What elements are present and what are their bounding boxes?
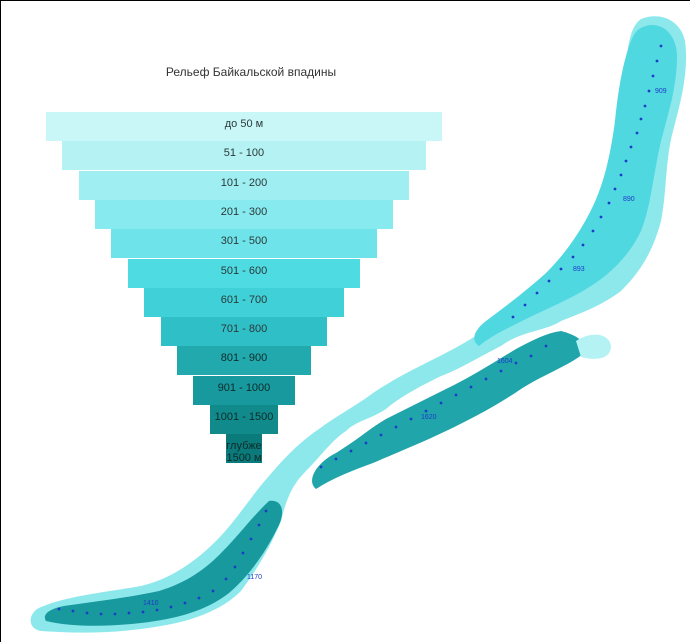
- depth-survey-dots: [57, 44, 663, 616]
- depth-survey-dot: [127, 611, 131, 615]
- depth-survey-dot: [591, 229, 595, 233]
- depth-survey-dot: [57, 607, 61, 611]
- lake-shallow-zone: [30, 16, 687, 633]
- depth-survey-dot: [523, 303, 527, 307]
- depth-label: 1170: [247, 574, 262, 581]
- depth-survey-dot: [264, 509, 268, 513]
- depth-survey-dot: [99, 612, 103, 616]
- depth-survey-dot: [113, 612, 117, 616]
- depth-survey-dot: [454, 393, 458, 397]
- depth-survey-dot: [643, 104, 647, 108]
- depth-survey-dot: [394, 425, 398, 429]
- depth-label: 890: [623, 196, 635, 203]
- depth-survey-dot: [629, 145, 633, 149]
- depth-survey-dot: [647, 89, 651, 93]
- lake-north-basin: [474, 25, 677, 347]
- depth-survey-dot: [651, 74, 655, 78]
- depth-survey-dot: [155, 608, 159, 612]
- depth-survey-dot: [607, 201, 611, 205]
- depth-survey-dot: [141, 610, 145, 614]
- depth-survey-dot: [257, 523, 261, 527]
- depth-survey-dot: [529, 354, 533, 358]
- depth-survey-dot: [559, 267, 563, 271]
- depth-survey-dot: [514, 361, 518, 365]
- depth-labels: 909 890 893 1604 1620 1170 1410: [143, 88, 667, 607]
- depth-survey-dot: [544, 344, 548, 348]
- depth-survey-dot: [547, 279, 551, 283]
- lake-central-basin: [312, 331, 585, 489]
- depth-survey-dot: [249, 537, 253, 541]
- depth-survey-dot: [571, 255, 575, 259]
- depth-survey-dot: [224, 577, 228, 581]
- depth-label: 1604: [497, 358, 513, 365]
- depth-survey-dot: [409, 417, 413, 421]
- depth-survey-dot: [71, 609, 75, 613]
- depth-label: 893: [573, 266, 585, 273]
- depth-survey-dot: [624, 159, 628, 163]
- island: [576, 334, 611, 359]
- depth-survey-dot: [581, 243, 585, 247]
- depth-survey-dot: [511, 315, 515, 319]
- depth-survey-dot: [619, 173, 623, 177]
- depth-label: 909: [655, 88, 667, 95]
- depth-survey-dot: [183, 601, 187, 605]
- depth-survey-dot: [659, 44, 663, 48]
- depth-survey-dot: [233, 565, 237, 569]
- depth-survey-dot: [241, 551, 245, 555]
- depth-survey-dot: [535, 291, 539, 295]
- depth-survey-dot: [655, 59, 659, 63]
- depth-survey-dot: [635, 131, 639, 135]
- depth-survey-dot: [85, 611, 89, 615]
- depth-survey-dot: [211, 589, 215, 593]
- depth-survey-dot: [469, 385, 473, 389]
- depth-survey-dot: [599, 215, 603, 219]
- depth-label: 1620: [421, 414, 437, 421]
- depth-survey-dot: [639, 117, 643, 121]
- depth-survey-dot: [197, 596, 201, 600]
- depth-survey-dot: [379, 433, 383, 437]
- depth-survey-dot: [334, 457, 338, 461]
- lake-south-basin: [44, 500, 283, 626]
- depth-survey-dot: [169, 605, 173, 609]
- depth-survey-dot: [319, 465, 323, 469]
- depth-survey-dot: [439, 401, 443, 405]
- depth-survey-dot: [499, 369, 503, 373]
- depth-label: 1410: [143, 600, 159, 607]
- depth-survey-dot: [424, 409, 428, 413]
- depth-survey-dot: [349, 449, 353, 453]
- depth-survey-dot: [364, 441, 368, 445]
- depth-survey-dot: [613, 187, 617, 191]
- depth-survey-dot: [484, 377, 488, 381]
